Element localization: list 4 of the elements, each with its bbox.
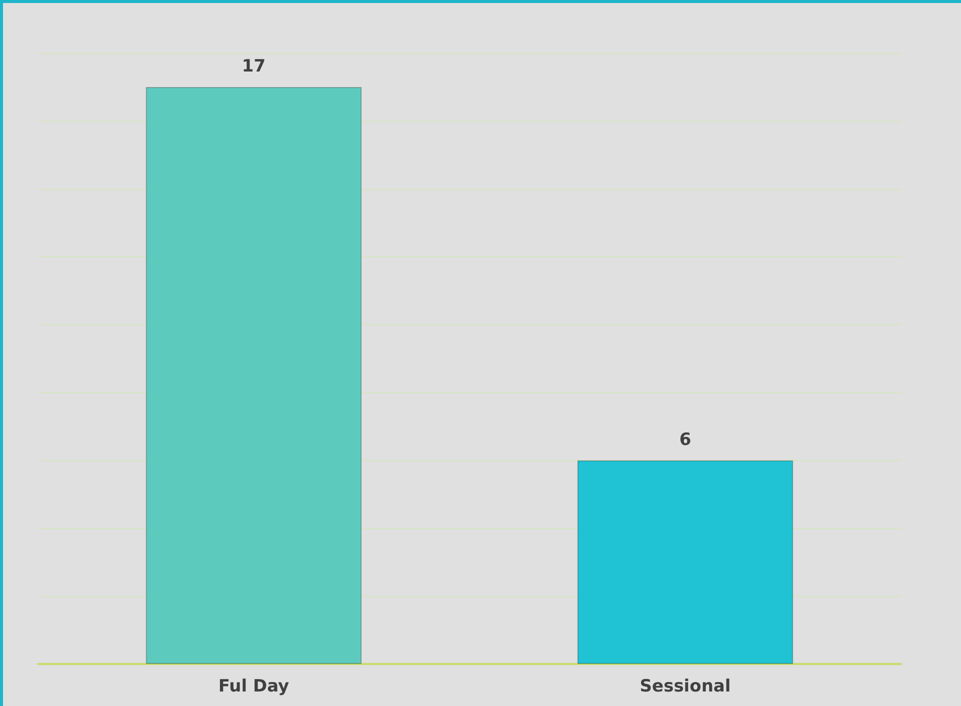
x-tick-label: Sessional [640,676,731,696]
data-label: 17 [242,56,266,76]
x-tick-label: Ful Day [218,676,290,696]
data-label: 6 [679,430,692,450]
